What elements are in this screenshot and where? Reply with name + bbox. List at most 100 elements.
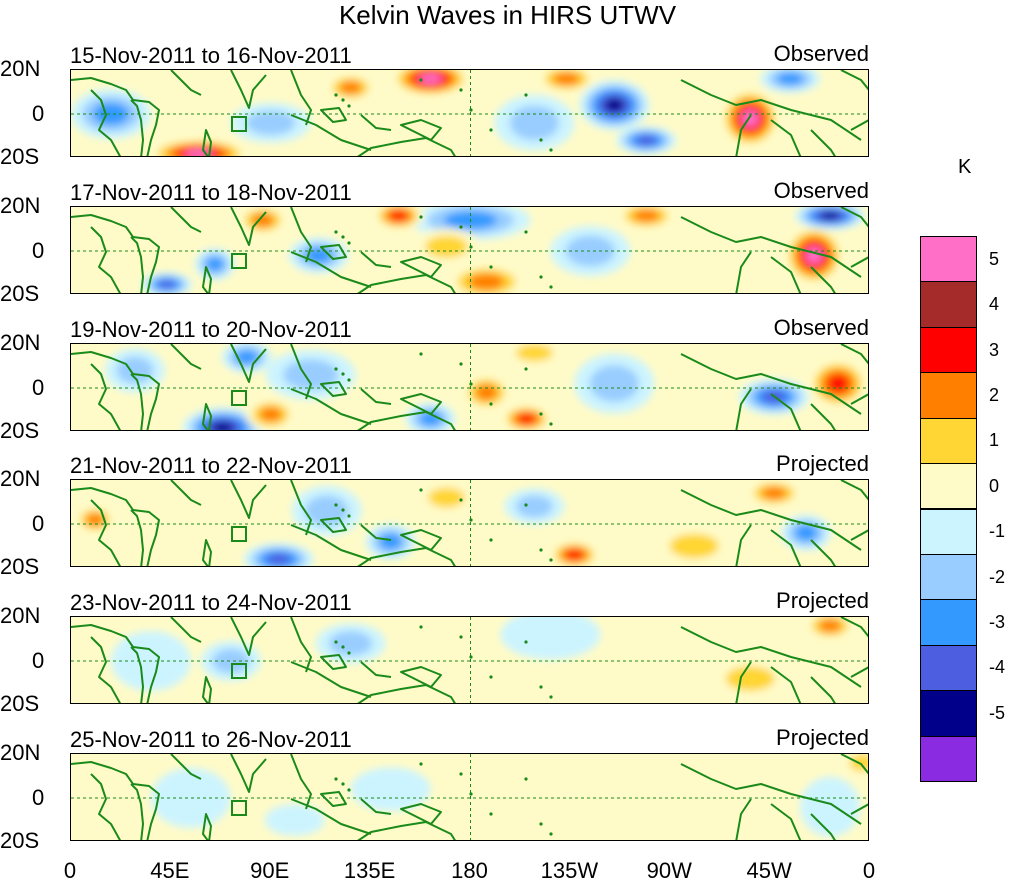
- coastline: [290, 251, 372, 288]
- colorbar-tick-label: 3: [989, 339, 1000, 360]
- anomaly-contour: [212, 648, 250, 674]
- coastline: [770, 666, 802, 703]
- coastline: [130, 509, 144, 566]
- map-panel: [70, 479, 869, 567]
- colorbar-tick-label: 4: [989, 294, 1000, 315]
- colorbar-units: K: [958, 156, 972, 178]
- island-marker: [549, 832, 553, 836]
- longitude-label: 90W: [646, 858, 692, 883]
- coastline: [320, 654, 347, 670]
- coastline: [290, 661, 372, 698]
- coastline: [680, 489, 862, 551]
- region-box-marker: [231, 663, 247, 679]
- colorbar-tick-label: -1: [989, 521, 1006, 542]
- coastline: [810, 266, 836, 293]
- anomaly-map: [71, 617, 868, 703]
- coastline: [130, 99, 144, 156]
- island-marker: [341, 782, 345, 786]
- anomaly-map: [71, 70, 868, 156]
- coastline: [202, 266, 212, 293]
- island-marker: [334, 640, 338, 644]
- coastline: [170, 480, 202, 506]
- anomaly-contour: [635, 135, 657, 146]
- island-marker: [469, 518, 473, 522]
- longitude-label: 45W: [746, 858, 792, 883]
- anomaly-contour: [475, 384, 498, 401]
- anomaly-contour: [500, 617, 601, 660]
- panel-kind-label: Observed: [773, 315, 869, 340]
- latitude-label: 0: [32, 238, 45, 263]
- island-marker: [419, 352, 423, 356]
- colorbar-segment: [920, 372, 977, 419]
- anomaly-contour: [669, 533, 719, 559]
- panel-date-range: 17-Nov-2011 to 18-Nov-2011: [70, 180, 352, 205]
- coastline: [290, 524, 372, 561]
- coastline: [360, 114, 392, 131]
- anomaly-contour: [515, 344, 553, 362]
- map-panel: [70, 616, 869, 704]
- anomaly-contour: [428, 487, 465, 508]
- coastline: [735, 798, 752, 840]
- island-marker: [459, 635, 463, 639]
- map-panel: [70, 753, 869, 841]
- anomaly-contour: [329, 631, 373, 656]
- anomaly-contour: [350, 767, 431, 812]
- coastline: [90, 499, 122, 566]
- anomaly-contour: [521, 773, 612, 823]
- anomaly-contour: [86, 513, 104, 526]
- coastline: [840, 480, 868, 501]
- coastline: [202, 129, 212, 156]
- island-marker: [334, 503, 338, 507]
- anomaly-contour: [264, 804, 325, 836]
- coastline: [71, 487, 160, 566]
- anomaly-contour: [589, 365, 639, 403]
- colorbar-segment: [920, 281, 977, 328]
- panel-date-range: 23-Nov-2011 to 24-Nov-2011: [70, 590, 352, 615]
- anomaly-contour: [553, 72, 580, 86]
- longitude-label: 0: [63, 858, 77, 883]
- island-marker: [459, 772, 463, 776]
- anomaly-contour: [794, 524, 818, 541]
- anomaly-contour: [283, 359, 339, 391]
- island-marker: [459, 88, 463, 92]
- map-panel: [70, 69, 869, 157]
- panel-kind-label: Projected: [776, 725, 869, 750]
- coastline: [290, 344, 312, 400]
- coastline: [130, 373, 144, 430]
- coastline: [735, 661, 752, 703]
- coastline: [90, 89, 122, 156]
- colorbar-segment: [920, 735, 977, 782]
- panel-date-range: 25-Nov-2011 to 26-Nov-2011: [70, 727, 352, 752]
- anomaly-contour: [517, 413, 536, 424]
- coastline: [735, 251, 752, 293]
- coastline: [735, 388, 752, 430]
- coastline: [170, 70, 202, 96]
- coastline: [230, 207, 267, 246]
- region-box-marker: [231, 526, 247, 542]
- island-marker: [459, 225, 463, 229]
- island-marker: [419, 625, 423, 629]
- island-marker: [469, 108, 473, 112]
- anomaly-contour: [818, 619, 842, 633]
- coastline: [400, 666, 442, 688]
- island-marker: [334, 367, 338, 371]
- anomaly-contour: [379, 533, 402, 550]
- coastline: [850, 666, 868, 678]
- coastline: [840, 207, 868, 228]
- coastline: [90, 773, 122, 840]
- island-marker: [524, 230, 528, 234]
- region-box-marker: [231, 253, 247, 269]
- coastline: [202, 403, 212, 430]
- island-marker: [489, 265, 493, 269]
- island-marker: [539, 138, 543, 142]
- coastline: [320, 244, 347, 260]
- coastline: [850, 393, 868, 405]
- coastline: [290, 70, 312, 126]
- latitude-label: 20S: [0, 554, 40, 579]
- coastline: [170, 617, 202, 643]
- coastline: [400, 529, 442, 551]
- coastline: [770, 393, 802, 430]
- island-marker: [347, 104, 351, 108]
- coastline: [290, 617, 312, 673]
- island-marker: [341, 645, 345, 649]
